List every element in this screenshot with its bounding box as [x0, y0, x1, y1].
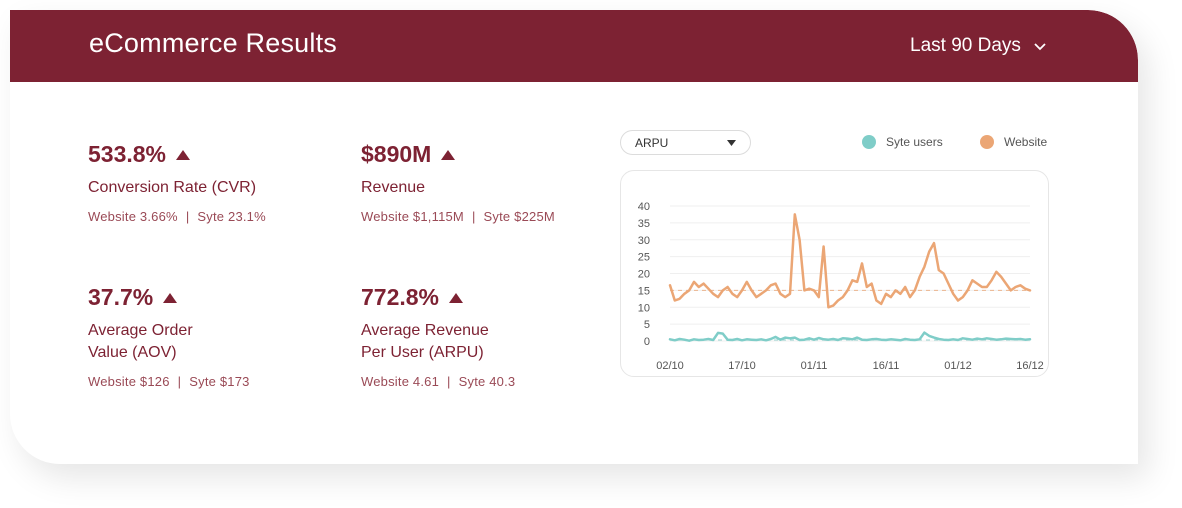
legend-label-website: Website [1004, 135, 1048, 149]
separator: | [177, 374, 182, 389]
chevron-down-icon [1034, 43, 1046, 51]
legend-dot-website [980, 135, 994, 149]
y-tick-label: 35 [638, 218, 650, 230]
metric-revenue-website: Website $1,115M [361, 209, 464, 224]
metric-arpu: 772.8% Average Revenue Per User (ARPU) W… [361, 284, 515, 389]
trend-up-icon [176, 149, 191, 160]
metric-aov-label: Average Order Value (AOV) [88, 320, 250, 364]
separator: | [447, 374, 451, 389]
trend-up-icon [163, 292, 178, 303]
metric-arpu-label-line1: Average Revenue [361, 322, 489, 339]
x-tick-label: 16/12 [1016, 360, 1044, 372]
trend-up-icon [441, 149, 456, 160]
legend-item-website: Website [980, 135, 1047, 149]
y-tick-label: 0 [644, 336, 650, 348]
x-tick-label: 17/10 [728, 360, 756, 372]
metric-cvr-syte: Syte 23.1% [197, 209, 266, 224]
y-tick-label: 15 [638, 285, 650, 297]
x-tick-label: 02/10 [656, 360, 684, 372]
chart-metric-label: ARPU [635, 136, 669, 150]
x-tick-label: 01/12 [944, 360, 972, 372]
y-tick-label: 20 [638, 269, 650, 281]
legend-dot-syte [862, 135, 876, 149]
metric-aov-label-line2: Value (AOV) [88, 344, 177, 361]
metric-aov: 37.7% Average Order Value (AOV) Website … [88, 284, 250, 389]
y-tick-label: 30 [638, 235, 650, 247]
legend-item-syte: Syte users [862, 135, 943, 149]
metric-cvr-label: Conversion Rate (CVR) [88, 179, 257, 196]
y-tick-label: 25 [638, 252, 650, 264]
y-tick-label: 10 [638, 302, 650, 314]
metric-revenue-label: Revenue [361, 179, 426, 196]
card-header: eCommerce Results Last 90 Days [10, 10, 1138, 82]
y-tick-label: 5 [644, 319, 650, 331]
metric-revenue-syte: Syte $225M [483, 209, 555, 224]
ecommerce-results-card: eCommerce Results Last 90 Days [10, 10, 1138, 464]
separator: | [471, 209, 476, 224]
metric-revenue: $890M Revenue Website $1,115M | Syte $225M [361, 141, 555, 224]
metric-cvr: 533.8% Conversion Rate (CVR) Website 3.6… [88, 141, 266, 224]
separator: | [185, 209, 190, 224]
metric-arpu-breakdown: Website 4.61 | Syte 40.3 [361, 374, 515, 389]
legend-label-syte: Syte users [886, 135, 943, 149]
metric-arpu-label-line2: Per User (ARPU) [361, 344, 484, 361]
metric-aov-syte: Syte $173 [189, 374, 250, 389]
x-tick-label: 16/11 [873, 360, 900, 372]
metric-aov-label-line1: Average Order [88, 322, 193, 339]
metric-arpu-label: Average Revenue Per User (ARPU) [361, 320, 515, 364]
arpu-line-chart: 0 5 10 15 20 25 30 35 40 02/10 17/10 01/11 16/11 01/1… [638, 201, 1044, 372]
chart-panel [620, 170, 1049, 377]
x-tick-label: 01/11 [801, 360, 828, 372]
metric-arpu-value: 772.8% [361, 284, 440, 310]
metric-arpu-website: Website 4.61 [361, 374, 440, 389]
series-line-website [668, 213, 1032, 309]
date-range-label: Last 90 Days [910, 35, 1021, 56]
metric-revenue-breakdown: Website $1,115M | Syte $225M [361, 209, 555, 224]
metric-cvr-breakdown: Website 3.66% | Syte 23.1% [88, 209, 266, 224]
y-tick-label: 40 [638, 201, 650, 213]
metric-aov-website: Website $126 [88, 374, 170, 389]
metric-aov-breakdown: Website $126 | Syte $173 [88, 374, 250, 389]
metric-cvr-value: 533.8% [88, 141, 167, 167]
metric-revenue-value: $890M [361, 141, 432, 167]
metric-aov-value: 37.7% [88, 284, 154, 310]
metric-cvr-website: Website 3.66% [88, 209, 178, 224]
caret-down-icon [727, 140, 736, 146]
chart-metric-dropdown[interactable]: ARPU [620, 130, 751, 155]
trend-up-icon [449, 292, 464, 303]
metric-arpu-syte: Syte 40.3 [458, 374, 516, 389]
date-range-select[interactable]: Last 90 Days [910, 32, 1047, 60]
page-title: eCommerce Results [89, 28, 337, 58]
series-line-syte-users [668, 331, 1032, 342]
